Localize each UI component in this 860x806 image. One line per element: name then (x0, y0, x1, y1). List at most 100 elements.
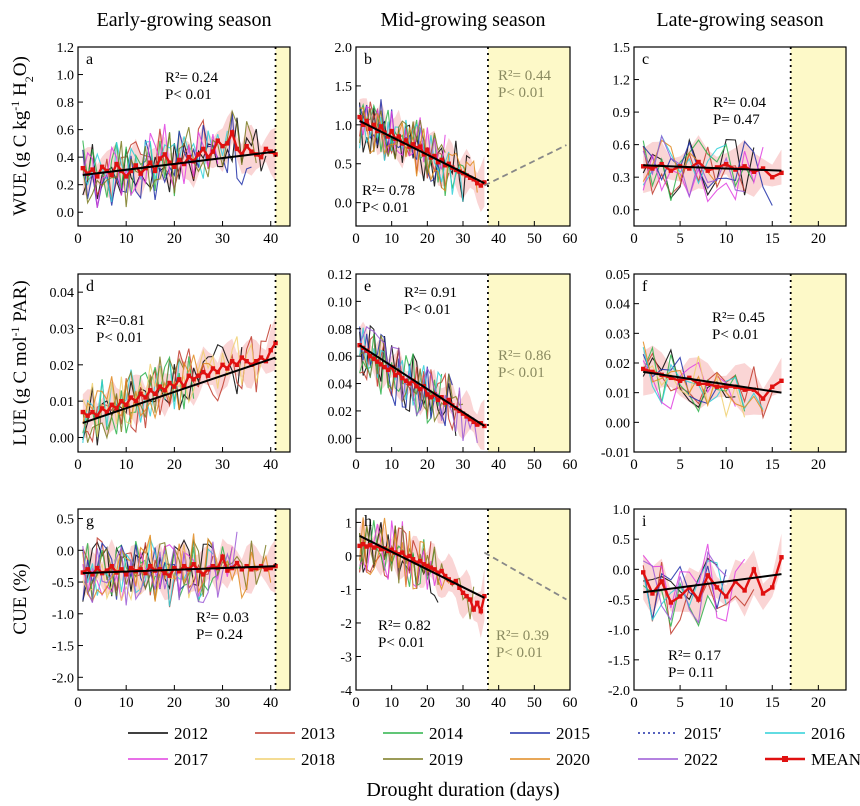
y-tick-label: -4 (340, 684, 352, 699)
mean-point (167, 573, 172, 578)
mean-point (196, 152, 201, 157)
mean-point (641, 570, 646, 575)
mean-point (210, 366, 216, 371)
mean-point (123, 174, 129, 179)
y-tick-label: 1 (345, 516, 352, 531)
mean-point (95, 174, 100, 179)
mean-point (696, 381, 701, 386)
mean-point (109, 402, 114, 407)
mean-point (196, 373, 201, 378)
series-2016 (82, 130, 228, 203)
mean-point (733, 579, 738, 584)
mean-point (385, 134, 391, 139)
mean-point (435, 159, 441, 165)
mean-point (650, 369, 655, 375)
y-tick-label: 0.0 (57, 544, 75, 559)
mean-point (128, 168, 134, 174)
mean-point (371, 545, 377, 550)
y-tick-label: 0.01 (606, 387, 631, 402)
mean-point (138, 567, 143, 572)
x-tick-label: 10 (119, 231, 134, 247)
x-tick-label: 15 (765, 231, 780, 247)
y-tick-label: 1.5 (335, 80, 353, 95)
mean-point (482, 423, 487, 429)
mean-point (425, 147, 430, 152)
plot-area (357, 517, 567, 638)
series-2013 (642, 562, 755, 636)
mean-point (148, 563, 153, 569)
mean-point (268, 565, 273, 571)
post-drought-shade (790, 47, 846, 226)
series-2015 (642, 565, 727, 620)
mean-point (428, 395, 434, 400)
fit-line (643, 164, 782, 172)
mean-point (696, 159, 701, 165)
mean-point (714, 384, 720, 389)
legend: 2012 2013 2014 2015 2015′ 2016 2017 2018 2019 202… (128, 724, 860, 769)
fit-line (643, 573, 782, 594)
mean-point (368, 126, 373, 131)
series-2014 (82, 541, 233, 603)
mean-point (696, 597, 701, 602)
mean-point (114, 406, 119, 411)
mean-point (244, 358, 249, 364)
stats-annotation: P< 0.01 (96, 330, 143, 346)
mean-point (659, 161, 664, 167)
mean-point (650, 166, 655, 171)
mean-point (157, 384, 163, 389)
series-2020 (82, 533, 272, 602)
mean-point (475, 600, 480, 606)
mean-point (229, 358, 235, 364)
mean-point (439, 157, 444, 163)
y-tick-label: 0.12 (328, 268, 353, 283)
mean-point (677, 378, 683, 383)
y-tick-label: 0.06 (328, 350, 353, 365)
fit-line (359, 534, 485, 599)
y-tick-label: -1.5 (52, 640, 74, 655)
y-tick-label: 1.0 (57, 69, 75, 84)
y-tick-label: 0.10 (328, 295, 353, 310)
x-tick-label: 30 (456, 457, 471, 473)
mean-point (457, 585, 462, 590)
plot-area (641, 341, 784, 420)
y-tick-label: 0.0 (613, 204, 631, 219)
mean-point (641, 164, 646, 169)
fit-line (359, 344, 485, 427)
y-tick-label: 0.2 (57, 179, 75, 194)
panel-d: 0 10 20 30 40 0.00 0.01 0.02 0.03 0.04 d R²=0.81P< … (50, 273, 291, 473)
x-tick-label: 15 (765, 695, 780, 711)
x-tick-label: 10 (384, 695, 399, 711)
mean-point (742, 588, 747, 593)
mean-point (225, 141, 230, 146)
mean-point (428, 565, 434, 570)
legend-label: 2016 (811, 724, 845, 743)
plot-area (357, 321, 487, 450)
plot-area (80, 316, 278, 446)
mean-point (435, 397, 441, 403)
mean-point (220, 362, 225, 368)
x-tick-label: 10 (719, 695, 734, 711)
mean-point (668, 168, 674, 173)
stats-annotation: R²= 0.91 (404, 285, 457, 301)
mean-point (432, 153, 437, 159)
mean-point (172, 384, 177, 389)
x-tick-label: 20 (420, 457, 435, 473)
mean-point (439, 568, 444, 574)
plot-area (80, 531, 278, 608)
mean-point (467, 416, 473, 422)
mean-point (157, 156, 163, 161)
mean-point (760, 591, 766, 596)
mean-point (368, 543, 373, 548)
x-tick-label: 20 (811, 695, 826, 711)
mean-point (143, 570, 148, 576)
x-tick-label: 0 (352, 457, 360, 473)
mean-point (705, 381, 710, 386)
mean-point (378, 547, 384, 552)
x-tick-label: 5 (676, 695, 684, 711)
mean-point (191, 562, 196, 567)
axes-frame (633, 46, 847, 227)
y-tick-label: 0.0 (613, 563, 631, 578)
mean-point (186, 373, 192, 378)
x-tick-label: 20 (420, 695, 435, 711)
mean-point (403, 378, 409, 383)
